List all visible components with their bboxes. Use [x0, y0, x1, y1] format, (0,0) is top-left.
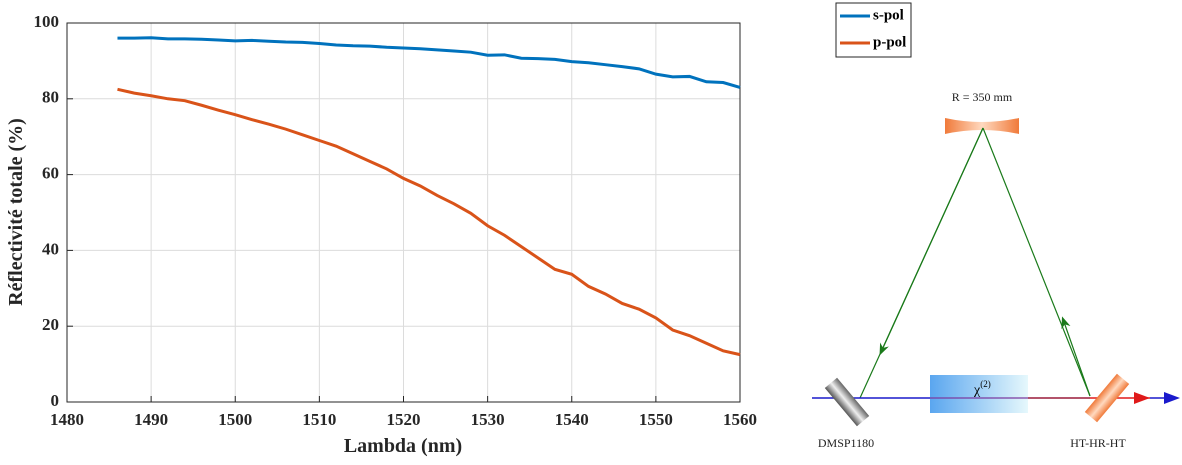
plot-frame — [66, 22, 741, 403]
flat-mirror — [1084, 373, 1130, 423]
chi: χ — [973, 383, 981, 398]
plot: 1480 1490 1500 1510 1520 1530 1540 1550 1560 0 20 4… — [34, 12, 758, 429]
x-tick-label: 1530 — [471, 410, 505, 429]
x-tick-label: 1520 — [387, 410, 421, 429]
crystal — [930, 375, 1028, 413]
x-tick-label: 1560 — [723, 410, 757, 429]
x-axis-label: Lambda (nm) — [344, 435, 462, 457]
legend-label: p-pol — [873, 34, 906, 50]
diagram: R = 350 mm χ(2) DMSP1180 HT-HR-HT — [812, 90, 1180, 450]
mirror-label: R = 350 mm — [952, 90, 1013, 104]
y-tick-label: 60 — [42, 164, 59, 183]
flat-mirror — [824, 377, 870, 427]
x-tick-label: 1480 — [50, 410, 84, 429]
y-tick-label: 20 — [42, 315, 59, 334]
x-tick-label: 1510 — [302, 410, 336, 429]
y-tick-label: 100 — [34, 12, 60, 31]
right-mirror-label: HT-HR-HT — [1070, 436, 1126, 450]
legend-box — [835, 2, 912, 58]
data-line — [117, 87, 741, 357]
x-tick-label: 1490 — [134, 410, 168, 429]
chi-superscript: (2) — [980, 379, 991, 389]
x-tick-label: 1550 — [639, 410, 673, 429]
y-tick-label: 80 — [42, 88, 59, 107]
arrowhead — [1164, 392, 1180, 404]
beam-arrow — [1061, 316, 1091, 397]
left-mirror-label: DMSP1180 — [818, 436, 874, 450]
beam — [982, 127, 1091, 397]
legend-label: s-pol — [873, 7, 904, 23]
curved-mirror — [945, 118, 1019, 134]
data-line — [117, 36, 741, 89]
arrowhead — [1134, 392, 1150, 404]
x-tick-label: 1540 — [555, 410, 589, 429]
legend: s-pol p-pol — [835, 2, 912, 58]
x-tick-label: 1500 — [218, 410, 252, 429]
y-tick-label: 40 — [42, 239, 59, 258]
y-tick-label: 0 — [51, 391, 60, 410]
y-axis-label: Réflectivité totale (%) — [5, 118, 27, 306]
crystal-label: χ(2) — [973, 379, 991, 398]
beam-arrow — [879, 127, 984, 356]
